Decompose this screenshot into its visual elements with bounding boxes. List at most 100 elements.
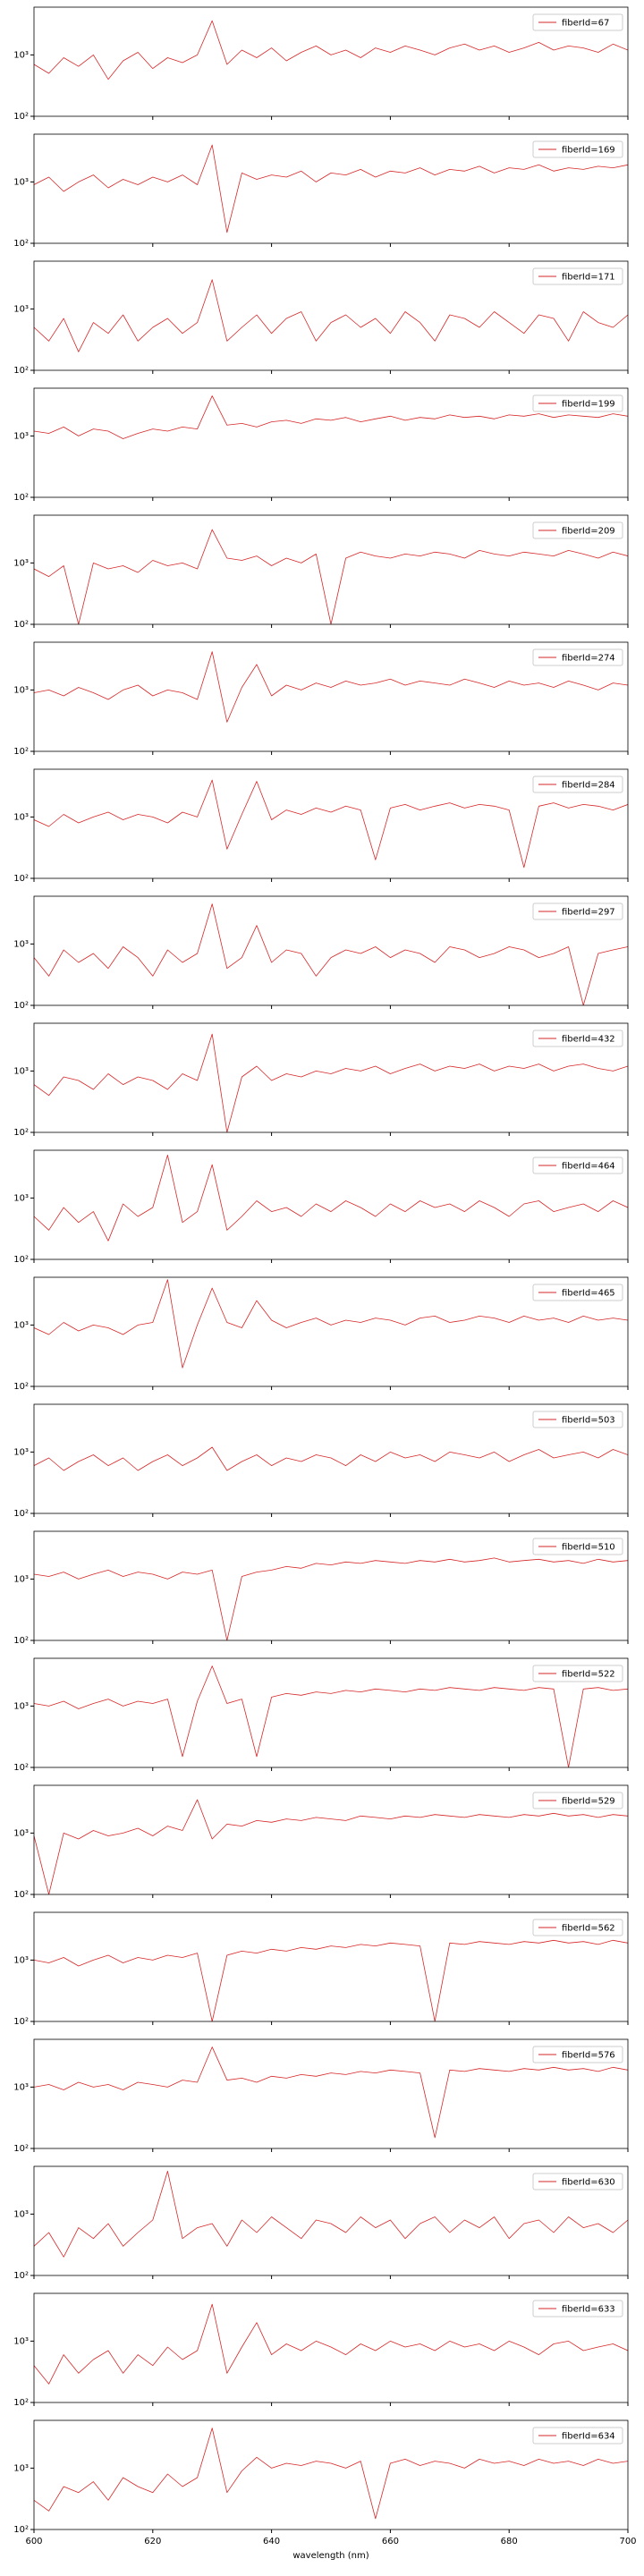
- y-tick-label: 10³: [13, 1574, 29, 1584]
- y-tick-label: 10³: [13, 1066, 29, 1076]
- y-tick-label: 10³: [13, 50, 29, 60]
- y-tick-label: 10²: [13, 874, 29, 884]
- plot-frame: [33, 2419, 629, 2530]
- y-tick-label: 10³: [13, 1447, 29, 1457]
- legend-box: [532, 1919, 623, 1936]
- legend-label: fiberId=522: [562, 1670, 615, 1680]
- plot-frame: [33, 1022, 629, 1133]
- legend-label: fiberId=510: [562, 1543, 615, 1553]
- y-tick-label: 10²: [13, 1890, 29, 1900]
- y-tick-label: 10²: [13, 1001, 29, 1011]
- spectrum-line: [34, 903, 628, 1005]
- plot-frame: [33, 895, 629, 1006]
- y-tick-label: 10²: [13, 1382, 29, 1392]
- y-tick-label: 10²: [13, 493, 29, 503]
- spectrum-line: [34, 1665, 628, 1767]
- legend-box: [532, 1157, 623, 1174]
- y-tick-label: 10³: [13, 2336, 29, 2346]
- legend-label: fiberId=634: [562, 2432, 615, 2442]
- spectrum-line: [34, 2171, 628, 2258]
- y-tick-label: 10²: [13, 1128, 29, 1138]
- plot-frame: [33, 2165, 629, 2276]
- y-tick-label: 10²: [13, 366, 29, 376]
- spectrum-line: [34, 1557, 628, 1640]
- legend-label: fiberId=576: [562, 2051, 615, 2061]
- legend-box: [532, 1284, 623, 1301]
- spectrum-line: [34, 279, 628, 352]
- plot-frame: [33, 2292, 629, 2403]
- spectrum-line: [34, 1279, 628, 1368]
- y-tick-label: 10²: [13, 239, 29, 249]
- legend-box: [532, 267, 623, 285]
- y-tick-label: 10³: [13, 2209, 29, 2219]
- spectrum-line: [34, 1799, 628, 1894]
- legend-box: [532, 1030, 623, 1047]
- y-tick-label: 10²: [13, 747, 29, 757]
- legend-label: fiberId=529: [562, 1797, 615, 1807]
- plot-frame: [33, 1276, 629, 1387]
- legend-box: [532, 2046, 623, 2063]
- plot-frame: [33, 260, 629, 371]
- legend-label: fiberId=67: [562, 19, 609, 29]
- y-tick-label: 10³: [13, 1955, 29, 1965]
- spectrum-line: [34, 1155, 628, 1241]
- y-tick-label: 10³: [13, 2463, 29, 2473]
- legend-box: [532, 2427, 623, 2445]
- legend-label: fiberId=171: [562, 273, 615, 283]
- y-tick-label: 10²: [13, 2271, 29, 2281]
- y-tick-label: 10²: [13, 2525, 29, 2535]
- plot-frame: [33, 1403, 629, 1514]
- y-tick-label: 10²: [13, 1255, 29, 1265]
- plot-frame: [33, 2038, 629, 2149]
- legend-label: fiberId=274: [562, 654, 615, 664]
- legend-label: fiberId=633: [562, 2305, 615, 2315]
- y-tick-label: 10³: [13, 812, 29, 822]
- legend-box: [532, 648, 623, 666]
- plot-frame: [33, 768, 629, 879]
- legend-label: fiberId=464: [562, 1162, 615, 1172]
- spectrum-line: [34, 2303, 628, 2385]
- legend-box: [532, 775, 623, 793]
- legend-label: fiberId=432: [562, 1035, 615, 1045]
- y-tick-label: 10³: [13, 558, 29, 568]
- y-tick-label: 10³: [13, 304, 29, 314]
- plot-frame: [33, 6, 629, 117]
- spectrum-line: [34, 1033, 628, 1132]
- y-tick-label: 10²: [13, 1636, 29, 1646]
- y-tick-label: 10²: [13, 1763, 29, 1773]
- x-tick-label: 640: [263, 2537, 280, 2546]
- plot-frame: [33, 1784, 629, 1895]
- legend-box: [532, 902, 623, 920]
- legend-label: fiberId=562: [562, 1924, 615, 1934]
- legend-box: [532, 1538, 623, 1555]
- plot-frame: [33, 1911, 629, 2022]
- spectrum-line: [34, 395, 628, 439]
- spectrum-line: [34, 529, 628, 624]
- legend-box: [532, 2300, 623, 2318]
- legend-box: [532, 140, 623, 158]
- spectrum-line: [34, 144, 628, 233]
- plot-frame: [33, 1657, 629, 1768]
- x-tick-label: 680: [501, 2537, 518, 2546]
- legend-box: [532, 1792, 623, 1809]
- y-tick-label: 10³: [13, 431, 29, 441]
- y-tick-label: 10²: [13, 2144, 29, 2154]
- spectrum-line: [34, 1446, 628, 1471]
- x-tick-label: 620: [144, 2537, 161, 2546]
- plot-frame: [33, 387, 629, 498]
- legend-box: [532, 2173, 623, 2190]
- legend-box: [532, 1411, 623, 1428]
- legend-label: fiberId=297: [562, 908, 615, 918]
- spectrum-line: [34, 2046, 628, 2139]
- y-tick-label: 10³: [13, 177, 29, 187]
- plot-frame: [33, 1149, 629, 1260]
- x-tick-label: 600: [25, 2537, 42, 2546]
- y-tick-label: 10²: [13, 620, 29, 630]
- x-axis-label: wavelength (nm): [292, 2551, 369, 2561]
- y-tick-label: 10³: [13, 1193, 29, 1203]
- y-tick-label: 10³: [13, 1320, 29, 1330]
- x-tick-label: 660: [382, 2537, 399, 2546]
- plot-frame: [33, 133, 629, 244]
